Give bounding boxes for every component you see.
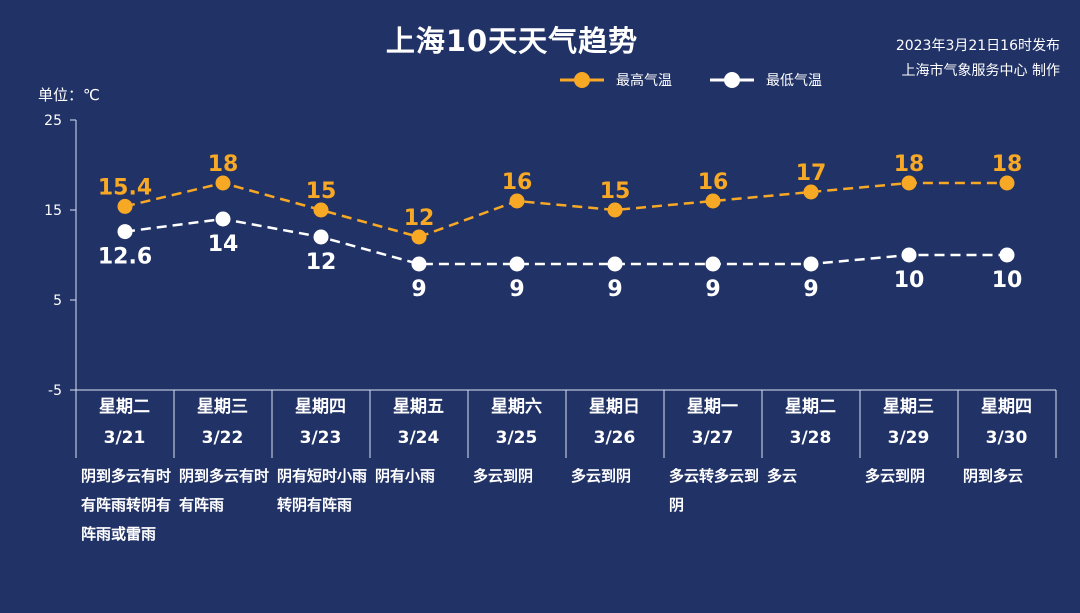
weather-description: 多云到阴 (571, 467, 632, 485)
data-label-low: 9 (803, 277, 818, 302)
data-label-low: 10 (894, 268, 925, 293)
data-point-low (705, 256, 721, 272)
day-cell: 星期二 3/21 (76, 392, 173, 454)
weather-description: 阴有短时小雨转阴有阵雨 (277, 467, 368, 514)
unit-label: 单位：℃ (38, 86, 100, 104)
date-label: 3/26 (593, 428, 636, 448)
day-cell: 星期一 3/27 (664, 392, 761, 454)
day-cell: 星期二 3/28 (762, 392, 859, 454)
data-point-low (509, 256, 525, 272)
weekday-label: 星期三 (197, 397, 248, 417)
data-point-low (607, 256, 623, 272)
weekday-label: 星期日 (589, 397, 640, 417)
day-cell: 星期三 3/29 (860, 392, 957, 454)
data-point-low (313, 229, 329, 245)
date-label: 3/29 (887, 428, 930, 448)
day-cell: 星期六 3/25 (468, 392, 565, 454)
data-point-low (803, 256, 819, 272)
data-point-low (215, 211, 231, 227)
data-point-high (509, 193, 525, 209)
data-label-high: 16 (698, 170, 729, 195)
weather-description: 多云到阴 (865, 467, 926, 485)
legend-high: 最高气温 (560, 70, 672, 90)
weather-description: 阴有小雨 (375, 467, 436, 485)
weekday-label: 星期二 (99, 397, 150, 417)
day-cell: 星期四 3/23 (272, 392, 369, 454)
data-label-high: 15 (306, 179, 337, 204)
weather-description: 阴到多云有时有阵雨转阴有阵雨或雷雨 (81, 467, 172, 543)
data-point-high (607, 202, 623, 218)
data-point-high (411, 229, 427, 245)
data-label-high: 12 (404, 206, 435, 231)
data-point-high (901, 175, 917, 191)
weather-description: 多云转多云到阴 (669, 467, 760, 514)
data-point-high (215, 175, 231, 191)
y-tick-label: 5 (53, 293, 62, 309)
weather-description: 阴到多云 (963, 467, 1024, 485)
data-label-high: 16 (502, 170, 533, 195)
data-label-high: 18 (992, 152, 1023, 177)
legend-low-label: 最低气温 (766, 73, 822, 89)
data-label-high: 18 (208, 152, 239, 177)
data-point-high (803, 184, 819, 200)
data-label-high: 15 (600, 179, 631, 204)
data-label-low: 9 (509, 277, 524, 302)
data-point-high (117, 198, 133, 214)
data-label-high: 15.4 (98, 175, 152, 200)
data-point-high (313, 202, 329, 218)
publish-info: 2023年3月21日16时发布 上海市气象服务中心 制作 (896, 34, 1060, 84)
legend-high-marker (560, 72, 604, 88)
weekday-label: 星期一 (687, 397, 738, 417)
date-label: 3/30 (985, 428, 1028, 448)
date-label: 3/28 (789, 428, 832, 448)
data-label-high: 17 (796, 161, 827, 186)
weather-description: 阴到多云有时有阵雨 (179, 467, 270, 514)
data-point-low (901, 247, 917, 263)
date-label: 3/23 (299, 428, 342, 448)
data-label-low: 14 (208, 232, 239, 257)
weekday-label: 星期三 (883, 397, 934, 417)
legend-low-marker (710, 72, 754, 88)
data-label-low: 10 (992, 268, 1023, 293)
weather-description: 多云到阴 (473, 467, 534, 485)
weekday-label: 星期四 (295, 397, 346, 417)
page-title: 上海10天天气趋势 (385, 24, 639, 58)
publish-source: 上海市气象服务中心 制作 (901, 63, 1060, 79)
day-cell: 星期三 3/22 (174, 392, 271, 454)
day-cell: 星期日 3/26 (566, 392, 663, 454)
date-label: 3/22 (201, 428, 244, 448)
data-label-low: 12.6 (98, 245, 152, 270)
date-label: 3/21 (103, 428, 146, 448)
day-cell: 星期四 3/30 (958, 392, 1055, 454)
date-label: 3/25 (495, 428, 538, 448)
date-label: 3/27 (691, 428, 734, 448)
y-tick-label: 25 (44, 113, 62, 129)
date-label: 3/24 (397, 428, 440, 448)
weekday-label: 星期四 (981, 397, 1032, 417)
weather-description: 多云 (767, 467, 798, 485)
data-point-low (117, 224, 133, 240)
y-tick-label: 15 (44, 203, 62, 219)
weekday-label: 星期二 (785, 397, 836, 417)
data-point-low (411, 256, 427, 272)
day-cell: 星期五 3/24 (370, 392, 467, 454)
data-label-high: 18 (894, 152, 925, 177)
weekday-label: 星期五 (393, 397, 444, 417)
series-line-low (124, 217, 1007, 266)
data-point-low (999, 247, 1015, 263)
data-label-low: 9 (705, 277, 720, 302)
publish-time: 2023年3月21日16时发布 (895, 38, 1060, 54)
data-point-high (705, 193, 721, 209)
legend-high-label: 最高气温 (616, 73, 672, 89)
data-label-low: 12 (306, 250, 337, 275)
y-tick-label: -5 (48, 383, 62, 399)
legend-low: 最低气温 (710, 70, 822, 90)
data-point-high (999, 175, 1015, 191)
data-label-low: 9 (411, 277, 426, 302)
data-label-low: 9 (607, 277, 622, 302)
weekday-label: 星期六 (491, 397, 542, 417)
series-line-high (124, 181, 1007, 239)
